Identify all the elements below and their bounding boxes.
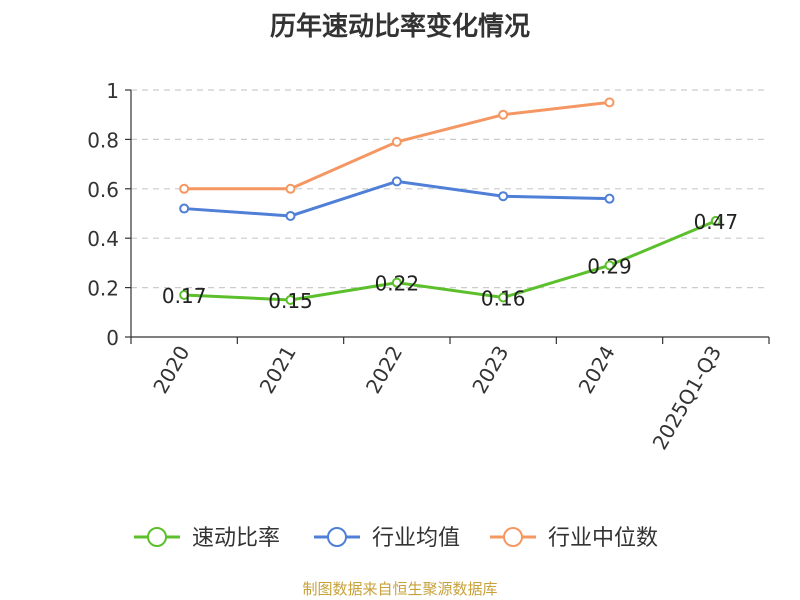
- y-tick-label: 1: [106, 79, 119, 103]
- data-point: [179, 290, 190, 301]
- legend-item[interactable]: 行业均值: [314, 526, 460, 551]
- x-tick-label: 2024: [574, 342, 620, 398]
- data-point: [179, 203, 190, 214]
- series-line: [184, 219, 717, 302]
- series-lines: [179, 97, 721, 305]
- y-tick-label: 0.2: [87, 277, 119, 301]
- y-tick-label: 0.6: [87, 178, 119, 202]
- legend-swatch-marker: [327, 527, 347, 547]
- x-tick-label: 2023: [467, 341, 513, 397]
- legend-label: 行业均值: [372, 526, 460, 551]
- y-tick-label: 0.4: [87, 227, 119, 251]
- data-label: 0.17: [162, 284, 207, 308]
- y-tick-label: 0: [106, 326, 119, 350]
- axes: 0 0.2 0.4 0.6 0.8 1 2020 2021 2022 2023 2024 2025Q1…: [87, 79, 770, 454]
- series-line: [184, 179, 610, 218]
- data-point: [604, 97, 615, 108]
- chart-title: 历年速动比率变化情况: [269, 12, 530, 42]
- x-tick-label: 2021: [255, 342, 301, 398]
- legend-item[interactable]: 速动比率: [134, 526, 280, 551]
- data-point: [391, 277, 402, 288]
- data-point: [285, 210, 296, 221]
- data-label: 0.16: [481, 286, 526, 310]
- source-note: 制图数据来自恒生聚源数据库: [302, 580, 498, 598]
- data-point: [604, 193, 615, 204]
- legend-swatch-marker: [503, 527, 523, 547]
- legend-item[interactable]: 行业中位数: [490, 526, 658, 551]
- x-tick-label: 2020: [148, 342, 194, 398]
- y-tick-label: 0.8: [87, 128, 119, 152]
- legend-label: 速动比率: [192, 526, 280, 551]
- data-label: 0.29: [587, 254, 632, 278]
- legend-swatch-marker: [147, 527, 167, 547]
- data-point: [285, 294, 296, 305]
- data-label: 0.15: [268, 289, 313, 313]
- data-point: [604, 260, 615, 271]
- data-point: [285, 183, 296, 194]
- data-point: [391, 136, 402, 147]
- data-point: [498, 191, 509, 202]
- data-point: [498, 109, 509, 120]
- data-point: [710, 215, 721, 226]
- data-labels: 0.17 0.15 0.22 0.16 0.29 0.47: [162, 210, 738, 313]
- data-point: [391, 176, 402, 187]
- data-label: 0.47: [694, 210, 739, 234]
- data-point: [498, 292, 509, 303]
- x-tick-label: 2022: [361, 342, 407, 398]
- data-point: [179, 183, 190, 194]
- x-tick-label: 2025Q1-Q3: [647, 342, 726, 454]
- data-label: 0.22: [375, 272, 420, 296]
- legend[interactable]: 速动比率 行业均值 行业中位数: [134, 526, 658, 551]
- legend-label: 行业中位数: [548, 526, 658, 551]
